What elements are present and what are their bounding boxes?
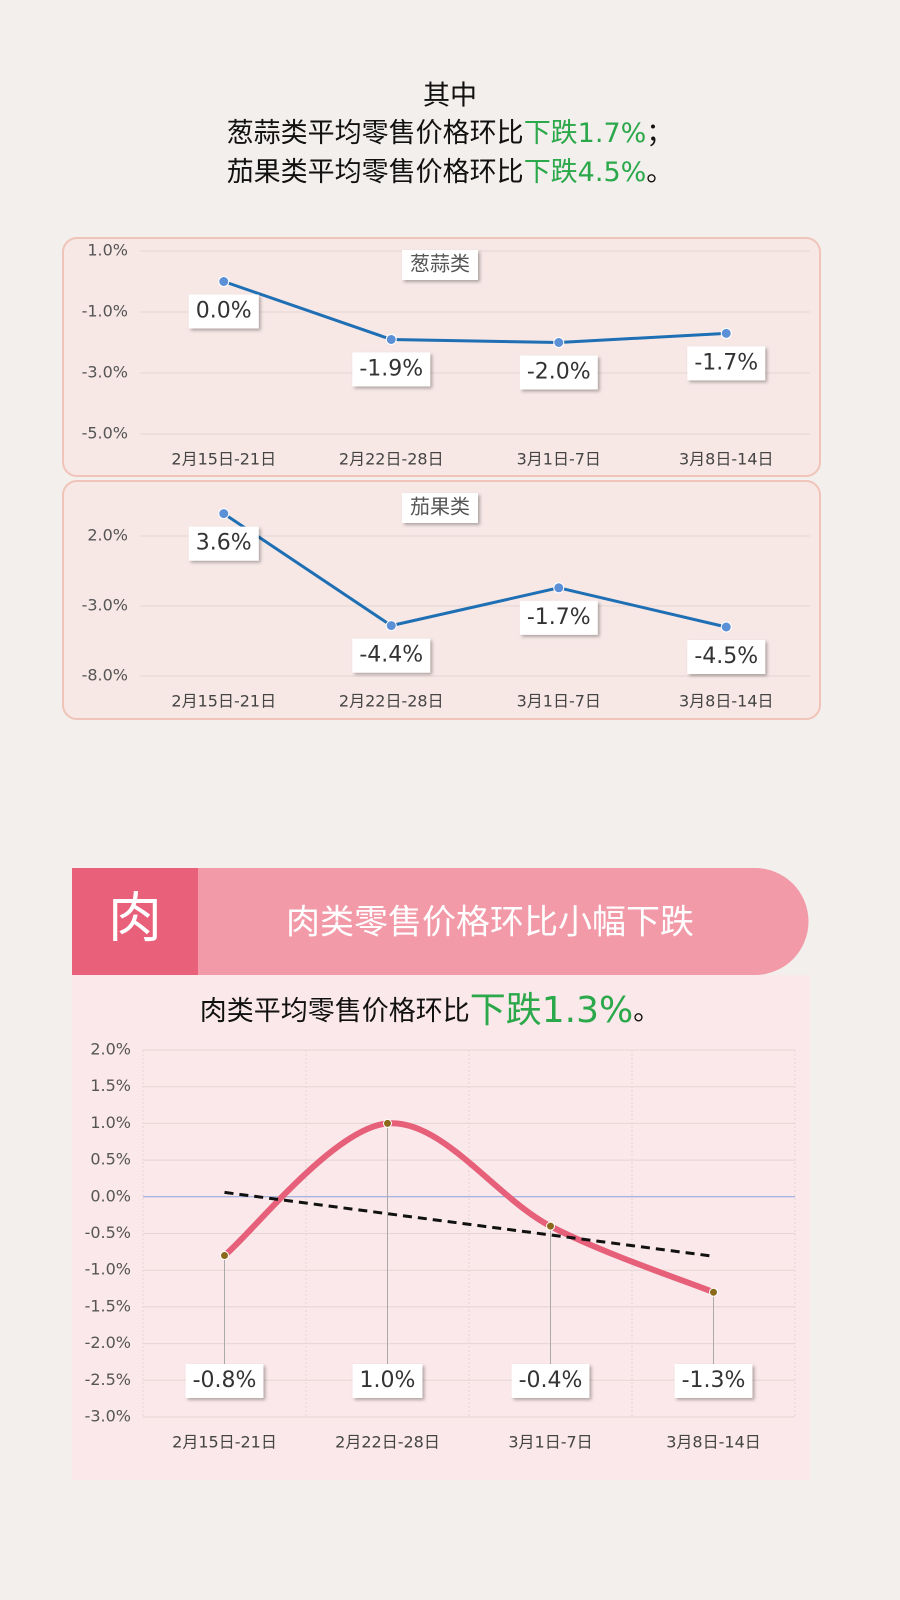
y-tick-label: 1.0% — [90, 1113, 131, 1132]
chart-panel — [72, 975, 810, 1480]
x-tick-label: 3月8日-14日 — [666, 1433, 761, 1452]
data-label-box — [188, 294, 259, 329]
data-label-box — [352, 1364, 423, 1398]
data-label: -0.8% — [193, 1368, 257, 1393]
data-point — [553, 582, 565, 594]
x-tick-label: 2月22日-28日 — [339, 692, 444, 711]
data-label: -4.5% — [694, 644, 758, 669]
data-label: -1.7% — [694, 350, 758, 375]
data-label-box — [352, 352, 431, 387]
data-label-box — [352, 638, 431, 673]
y-tick-label: -3.0% — [82, 363, 128, 382]
data-label: -4.4% — [359, 643, 423, 668]
x-tick-label: 2月22日-28日 — [339, 450, 444, 469]
data-point — [546, 1221, 555, 1231]
data-label: 1.0% — [360, 1368, 416, 1393]
x-tick-label: 3月1日-7日 — [517, 692, 601, 711]
data-point — [385, 620, 397, 632]
data-point — [553, 337, 565, 348]
header-text: 茄果类平均零售价格环比 — [227, 157, 524, 188]
series-line — [221, 1120, 717, 1296]
header-text: ； — [646, 118, 673, 149]
x-tick-label: 2月15日-21日 — [172, 1433, 277, 1452]
banner-badge — [72, 868, 198, 975]
data-point — [220, 1251, 229, 1261]
y-tick-label: 1.5% — [90, 1076, 131, 1095]
y-tick-label: -3.0% — [82, 596, 128, 615]
y-tick-label: -1.0% — [82, 302, 128, 321]
data-label: 0.0% — [196, 299, 252, 324]
header-line: 葱蒜类平均零售价格环比下跌1.7%； — [227, 118, 674, 149]
data-point — [383, 1118, 392, 1128]
data-label-box — [511, 1364, 590, 1398]
series-line — [222, 280, 728, 345]
banner-title: 肉类零售价格环比小幅下跌 — [286, 903, 694, 943]
chart-title: 茄果类 — [410, 495, 470, 519]
header-line: 茄果类平均零售价格环比下跌4.5%。 — [227, 157, 674, 188]
data-label-box — [687, 346, 766, 381]
x-tick-label: 2月15日-21日 — [171, 450, 276, 469]
x-tick-label: 3月8日-14日 — [679, 692, 774, 711]
data-label-box — [188, 526, 259, 561]
y-tick-label: -0.5% — [85, 1223, 131, 1242]
x-tick-label: 3月1日-7日 — [517, 450, 601, 469]
x-tick-label: 2月22日-28日 — [335, 1433, 440, 1452]
y-tick-label: 2.0% — [90, 1040, 131, 1059]
data-point — [218, 276, 230, 287]
data-point — [709, 1287, 718, 1297]
data-point — [720, 327, 732, 339]
y-tick-label: -8.0% — [82, 666, 128, 685]
data-label: 3.6% — [196, 531, 252, 556]
data-point — [218, 508, 230, 520]
x-tick-label: 2月15日-21日 — [171, 692, 276, 711]
data-label-box — [185, 1364, 264, 1398]
data-label: -1.3% — [682, 1368, 746, 1393]
x-tick-label: 3月8日-14日 — [679, 450, 774, 469]
subtitle-text: 肉类平均零售价格环比 — [200, 996, 470, 1027]
chart-title: 葱蒜类 — [410, 252, 470, 276]
subtitle-text: 。 — [633, 996, 660, 1027]
data-label: -2.0% — [527, 360, 591, 385]
data-point — [385, 333, 397, 345]
y-tick-label: -1.5% — [85, 1296, 131, 1315]
data-label-box — [674, 1364, 753, 1398]
data-point — [720, 621, 732, 633]
y-tick-label: -5.0% — [82, 424, 128, 443]
chart-title-box — [402, 493, 478, 523]
data-label: -0.4% — [519, 1368, 583, 1393]
subtitle: 肉类平均零售价格环比下跌1.3%。 — [200, 990, 660, 1031]
header-text: 。 — [646, 157, 673, 188]
data-label: -1.9% — [359, 356, 423, 381]
y-tick-label: 0.5% — [90, 1150, 131, 1169]
header-highlight: 下跌1.7% — [524, 118, 647, 149]
data-label-box — [519, 355, 598, 390]
header-text: 葱蒜类平均零售价格环比 — [227, 118, 524, 149]
y-tick-label: 1.0% — [87, 241, 128, 260]
subtitle-highlight: 下跌1.3% — [470, 990, 633, 1031]
data-label: -1.7% — [527, 605, 591, 630]
y-tick-label: -2.0% — [85, 1333, 131, 1352]
series-line — [222, 512, 728, 629]
header-line: 其中 — [423, 81, 477, 112]
y-tick-label: -1.0% — [85, 1260, 131, 1279]
header-highlight: 下跌4.5% — [524, 157, 647, 188]
y-tick-label: 0.0% — [90, 1186, 131, 1205]
y-tick-label: 2.0% — [87, 526, 128, 545]
data-label-box — [519, 600, 598, 635]
data-label-box — [687, 640, 766, 674]
banner-badge-text: 肉 — [108, 887, 162, 950]
y-tick-label: -2.5% — [85, 1370, 131, 1389]
y-tick-label: -3.0% — [85, 1407, 131, 1426]
chart-title-box — [402, 250, 478, 280]
banner-bar — [198, 868, 809, 975]
trendline — [224, 1190, 714, 1258]
x-tick-label: 3月1日-7日 — [508, 1433, 592, 1452]
